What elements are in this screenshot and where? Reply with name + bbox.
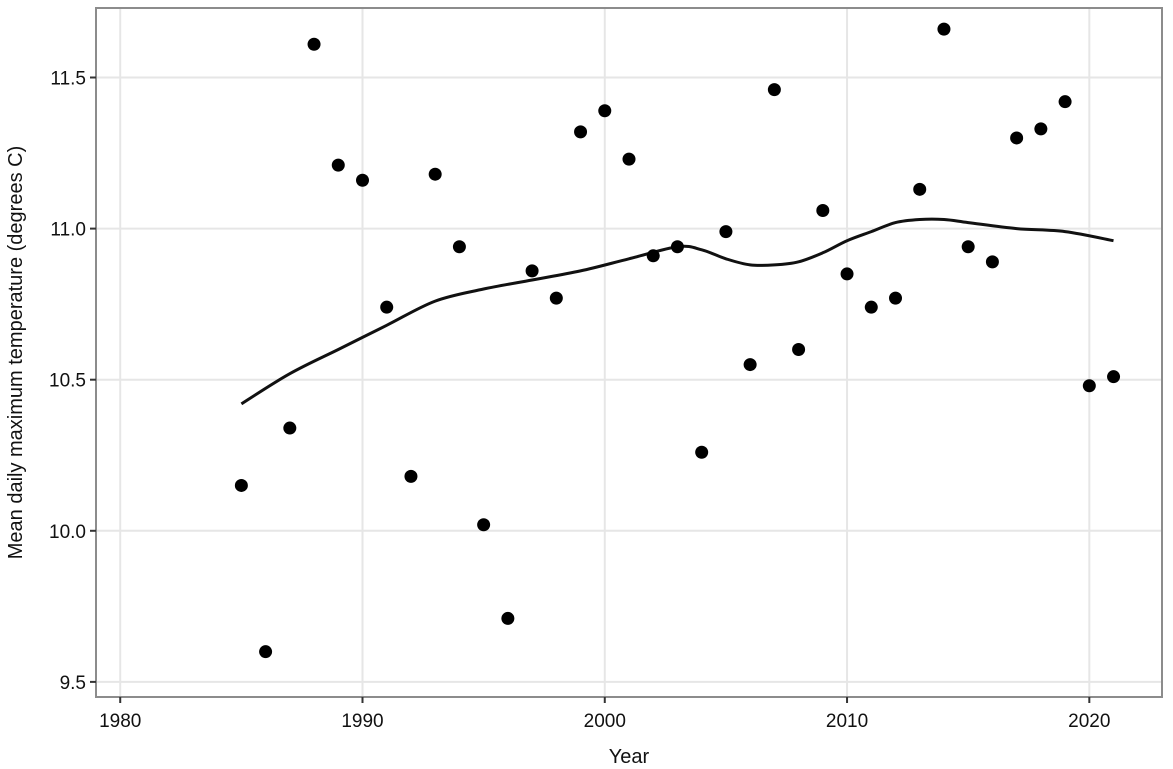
data-point — [501, 611, 515, 625]
data-point — [380, 300, 394, 314]
data-point — [767, 83, 781, 97]
x-tick-label: 2020 — [1068, 711, 1110, 732]
data-point — [864, 300, 878, 314]
data-point — [549, 291, 563, 305]
data-point — [1107, 370, 1121, 384]
data-point — [1034, 122, 1048, 136]
y-tick-label: 11.0 — [50, 220, 86, 241]
data-point — [1058, 95, 1072, 109]
grid-lines — [96, 8, 1162, 697]
x-axis-title: Year — [609, 746, 650, 768]
data-point — [234, 478, 248, 492]
data-point — [356, 173, 369, 187]
data-point — [1082, 379, 1096, 393]
data-point — [937, 22, 951, 36]
x-tick-label: 2010 — [826, 711, 868, 732]
y-tick-label: 11.5 — [50, 69, 86, 90]
data-point — [622, 152, 636, 166]
data-point — [428, 167, 442, 181]
trend-layer — [240, 217, 1114, 406]
y-tick-label: 10.0 — [49, 522, 86, 543]
data-point — [452, 240, 466, 254]
y-axis-title: Mean daily maximum temperature (degrees … — [5, 146, 27, 560]
data-point — [1010, 131, 1024, 145]
data-point — [913, 182, 927, 196]
y-tick-label: 10.5 — [49, 371, 86, 392]
plot-frame — [95, 7, 1163, 698]
data-point — [889, 291, 902, 305]
data-point — [840, 267, 854, 281]
data-point — [743, 358, 757, 372]
trend-line — [240, 217, 1114, 406]
data-point — [525, 264, 539, 278]
axis-ticks: 1980 1990 2000 2010 2020 9.5 10.0 10.5 11.0 11.5 — [49, 69, 1110, 732]
x-tick-label: 2000 — [584, 711, 626, 732]
data-point — [816, 203, 830, 217]
x-tick-label: 1980 — [99, 711, 141, 732]
data-point — [792, 342, 806, 356]
x-tick-label: 1990 — [341, 711, 383, 732]
data-point — [598, 104, 612, 118]
data-point — [695, 445, 709, 459]
data-point — [646, 249, 660, 263]
points-layer — [234, 22, 1121, 659]
data-point — [283, 421, 297, 435]
data-point — [719, 225, 733, 239]
data-point — [404, 469, 418, 483]
data-point — [477, 518, 491, 532]
data-point — [961, 240, 975, 254]
data-point — [985, 255, 999, 269]
data-point — [259, 645, 273, 659]
data-point — [331, 158, 345, 172]
data-point — [307, 37, 321, 51]
data-point — [574, 125, 588, 139]
data-point — [670, 240, 684, 254]
y-tick-label: 9.5 — [60, 673, 86, 694]
